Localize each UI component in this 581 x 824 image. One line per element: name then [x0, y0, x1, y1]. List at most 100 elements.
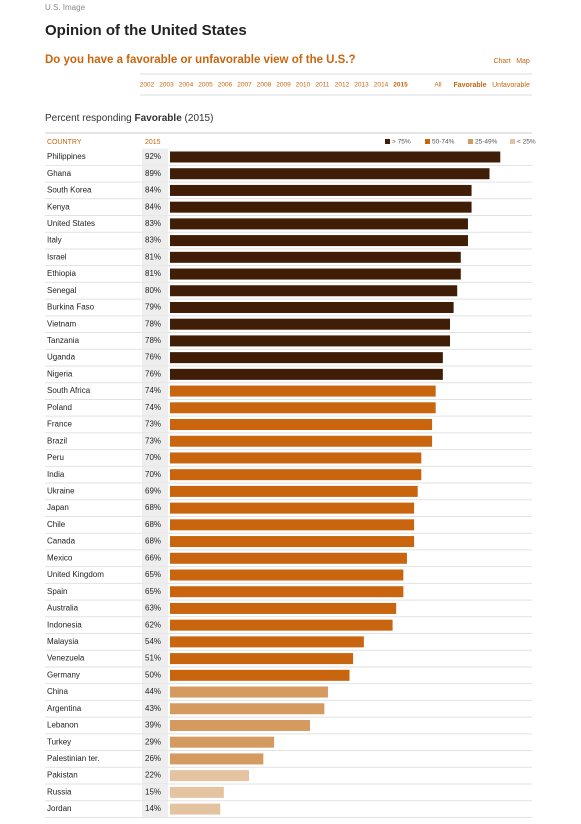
value-cell: [142, 700, 168, 718]
country-label: Japan: [47, 503, 69, 512]
year-tab[interactable]: 2006: [218, 82, 233, 89]
value-label: 81%: [145, 252, 161, 261]
value-label: 54%: [145, 637, 161, 646]
value-label: 81%: [145, 269, 161, 278]
country-label: Brazil: [47, 436, 67, 445]
value-cell: [142, 616, 168, 634]
bar: [170, 770, 249, 782]
bar: [170, 519, 415, 531]
bar: [170, 803, 221, 815]
country-label: Kenya: [47, 202, 70, 211]
year-tab[interactable]: 2003: [159, 82, 174, 89]
country-label: Palestinian ter.: [47, 754, 99, 763]
value-cell: [142, 499, 168, 517]
value-label: 62%: [145, 620, 161, 629]
value-label: 50%: [145, 670, 161, 679]
legend-label: 50-74%: [432, 139, 455, 146]
bar: [170, 669, 350, 681]
view-tab[interactable]: Chart: [493, 58, 510, 65]
country-label: Lebanon: [47, 721, 78, 730]
country-label: Uganda: [47, 353, 76, 362]
year-tab[interactable]: 2015: [393, 82, 408, 89]
year-tab[interactable]: 2011: [316, 82, 330, 89]
question: Do you have a favorable or unfavorable v…: [45, 54, 356, 66]
legend-label: < 25%: [517, 139, 536, 146]
year-tab[interactable]: 2012: [335, 82, 350, 89]
year-tab[interactable]: All: [434, 82, 442, 89]
year-tab[interactable]: 2002: [140, 82, 155, 89]
country-label: Peru: [47, 453, 64, 462]
year-tab[interactable]: 2007: [237, 82, 252, 89]
legend-swatch: [425, 139, 430, 144]
country-label: Malaysia: [47, 637, 79, 646]
country-label: Italy: [47, 236, 62, 245]
value-label: 70%: [145, 453, 161, 462]
value-label: 83%: [145, 219, 161, 228]
chart-subtitle: Percent responding Favorable (2015): [45, 113, 213, 124]
year-tab[interactable]: 2004: [179, 82, 194, 89]
category-header: COUNTRY: [47, 139, 82, 146]
value-cell: [142, 583, 168, 601]
value-cell: [142, 416, 168, 433]
bar: [170, 636, 364, 648]
country-label: Israel: [47, 252, 67, 261]
value-cell: [142, 182, 168, 199]
subtitle-prefix: Percent responding: [45, 113, 132, 124]
legend-swatch: [510, 139, 515, 144]
country-label: Indonesia: [47, 620, 82, 629]
value-cell: [142, 800, 168, 818]
country-label: Argentina: [47, 704, 82, 713]
value-label: 73%: [145, 436, 161, 445]
value-cell: [142, 767, 168, 784]
year-tab[interactable]: 2010: [296, 82, 311, 89]
bar: [170, 552, 407, 564]
bar: [170, 184, 472, 196]
value-label: 80%: [145, 286, 161, 295]
subtitle-measure: Favorable: [135, 113, 183, 124]
country-label: Australia: [47, 604, 79, 613]
value-cell: [142, 148, 168, 166]
value-label: 29%: [145, 737, 161, 746]
value-cell: [142, 432, 168, 450]
country-label: China: [47, 687, 68, 696]
view-tab[interactable]: Map: [516, 58, 530, 65]
value-cell: [142, 282, 168, 300]
year-tab[interactable]: 2014: [374, 82, 389, 89]
country-label: Tanzania: [47, 336, 80, 345]
year-tab[interactable]: 2005: [198, 82, 213, 89]
year-tab[interactable]: 2013: [354, 82, 369, 89]
value-cell: [142, 633, 168, 651]
country-label: United Kingdom: [47, 570, 104, 579]
value-cell: [142, 717, 168, 734]
value-cell: [142, 683, 168, 701]
value-cell: [142, 349, 168, 366]
bar: [170, 435, 433, 447]
value-label: 26%: [145, 754, 161, 763]
year-tab[interactable]: 2008: [257, 82, 272, 89]
value-label: 63%: [145, 604, 161, 613]
value-cell: [142, 315, 168, 333]
bar: [170, 402, 436, 414]
year-tab[interactable]: 2009: [276, 82, 291, 89]
value-cell: [142, 600, 168, 617]
mode-tab[interactable]: Unfavorable: [492, 82, 530, 89]
country-label: France: [47, 420, 72, 429]
bar: [170, 786, 224, 798]
country-label: Senegal: [47, 286, 77, 295]
bar: [170, 653, 354, 665]
value-label: 76%: [145, 353, 161, 362]
country-label: Chile: [47, 520, 66, 529]
value-cell: [142, 248, 168, 266]
value-cell: [142, 650, 168, 667]
country-label: Ukraine: [47, 487, 75, 496]
bar: [170, 168, 490, 180]
mode-tab[interactable]: Favorable: [453, 82, 486, 89]
bar: [170, 469, 422, 481]
value-label: 68%: [145, 520, 161, 529]
value-cell: [142, 265, 168, 283]
bar: [170, 569, 404, 581]
bar: [170, 502, 415, 514]
country-label: Jordan: [47, 804, 71, 813]
country-label: India: [47, 470, 65, 479]
